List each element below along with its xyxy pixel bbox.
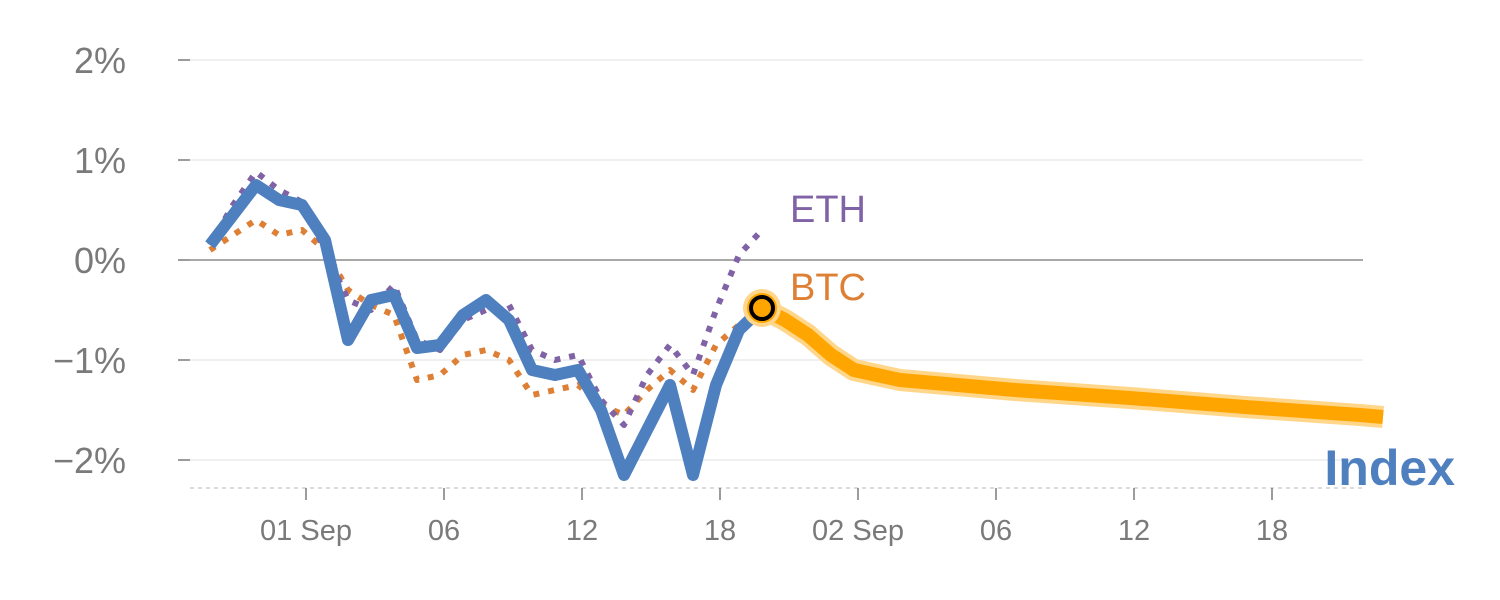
x-tick-label: 06 bbox=[428, 515, 460, 547]
grid bbox=[190, 59, 1363, 461]
x-tick-label: 02 Sep bbox=[812, 515, 904, 547]
y-tick-label: −1% bbox=[53, 340, 126, 381]
series-labels: ETH BTC Index bbox=[790, 189, 1455, 496]
index-label: Index bbox=[1324, 440, 1455, 496]
y-tick-label: 1% bbox=[74, 140, 126, 181]
x-tick-label: 01 Sep bbox=[260, 515, 352, 547]
x-tick-label: 12 bbox=[1118, 515, 1150, 547]
eth-label: ETH bbox=[790, 189, 866, 231]
index-line bbox=[205, 179, 767, 481]
y-tick-label: −2% bbox=[53, 440, 126, 481]
x-tick-label: 18 bbox=[1256, 515, 1288, 547]
btc-line bbox=[208, 217, 764, 418]
x-tick-label: 06 bbox=[980, 515, 1012, 547]
axes: 2% 1% 0% −1% −2% 01 Sep 06 12 18 02 Sep 06 12 18 bbox=[53, 40, 1363, 547]
y-tick-label: 0% bbox=[74, 240, 126, 281]
btc-label: BTC bbox=[790, 267, 866, 309]
series-lines bbox=[205, 169, 1384, 481]
y-tick-label: 2% bbox=[74, 40, 126, 81]
forecast-line bbox=[758, 301, 1384, 424]
x-tick-label: 18 bbox=[704, 515, 736, 547]
highlight-marker-group bbox=[743, 289, 781, 327]
highlight-marker bbox=[749, 295, 775, 321]
x-tick-label: 12 bbox=[566, 515, 598, 547]
